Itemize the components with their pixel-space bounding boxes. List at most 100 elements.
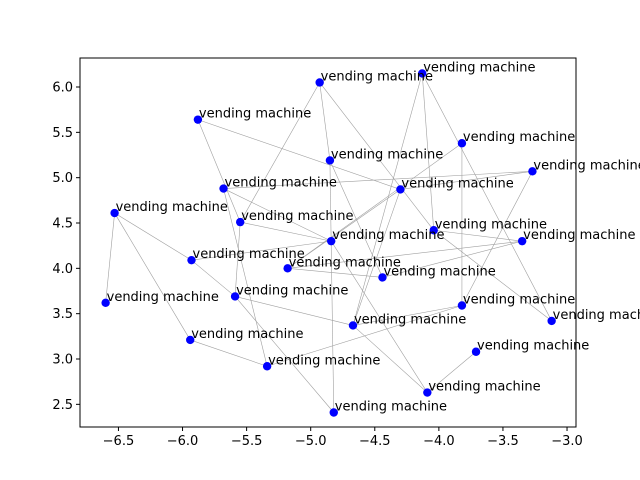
data-point (193, 115, 203, 124)
graph-edge (421, 73, 552, 322)
data-point (378, 273, 387, 282)
graph-edge (240, 221, 332, 242)
graph-edge (223, 188, 268, 367)
data-point (230, 292, 240, 301)
x-tick-label: −6.0 (167, 434, 199, 449)
point-label: vending machine (116, 200, 228, 215)
y-tick-label: 2.5 (52, 398, 73, 413)
x-tick-label: −5.0 (295, 434, 327, 449)
point-label: vending machine (383, 264, 495, 279)
x-tick-label: −6.5 (103, 434, 135, 449)
graph-edge (223, 171, 533, 189)
point-label: vending machine (332, 228, 444, 243)
data-point (457, 139, 467, 148)
graph-edge (400, 171, 533, 190)
data-point (396, 185, 405, 194)
points-layer (101, 69, 556, 417)
data-point (187, 255, 196, 265)
graph-edge (191, 259, 236, 297)
data-point (329, 408, 338, 417)
point-label: vending machine (321, 69, 433, 84)
graph-edge (287, 142, 463, 269)
graph-edge (382, 240, 523, 278)
point-label: vending machine (241, 209, 353, 224)
data-point (186, 335, 195, 345)
data-point (236, 217, 245, 227)
data-point (283, 264, 292, 273)
point-label: vending machine (335, 399, 447, 414)
graph-edge (190, 339, 268, 367)
point-label: vending machine (477, 339, 589, 354)
y-tick-label: 4.5 (52, 217, 73, 232)
data-point (517, 236, 527, 246)
graph-edge (191, 240, 332, 261)
y-axis: 2.5 3.0 3.5 4.0 4.5 5.0 5.5 6.0 (52, 81, 80, 413)
data-point (423, 388, 432, 397)
point-label: vending machine (463, 130, 575, 145)
x-tick-label: −3.5 (487, 434, 519, 449)
point-label: vending machine (225, 176, 337, 191)
point-label: vending machine (553, 308, 640, 323)
graph-edge (352, 325, 428, 393)
graph-edge (234, 296, 334, 413)
data-point (348, 321, 358, 330)
y-tick-label: 6.0 (52, 81, 73, 96)
data-point (101, 298, 110, 307)
point-label: vending machine (331, 147, 443, 162)
data-point (262, 362, 272, 371)
x-tick-label: −5.5 (231, 434, 263, 449)
graph-edge (239, 82, 320, 223)
point-label: vending machine (533, 158, 640, 173)
data-point (429, 226, 438, 235)
graph-edge (197, 119, 401, 190)
point-label: vending machine (435, 217, 547, 232)
point-label: vending machine (401, 176, 513, 191)
data-point (110, 208, 119, 218)
point-label: vending machine (463, 293, 575, 308)
data-point (315, 78, 324, 87)
data-point (547, 316, 556, 326)
data-point (471, 347, 481, 356)
graph-edge (433, 230, 552, 322)
graph-edge (352, 189, 401, 326)
point-label: vending machine (199, 107, 311, 122)
graph-edge (433, 229, 523, 242)
graph-edge (197, 119, 241, 223)
graph-edge (352, 73, 423, 326)
plot-frame (79, 57, 577, 428)
data-point (418, 69, 427, 78)
graph-edge (114, 212, 192, 261)
edges-layer (105, 73, 552, 413)
y-tick-label: 5.5 (52, 126, 73, 141)
point-label: vending machine (191, 327, 303, 342)
graph-edge (287, 240, 523, 269)
point-label: vending machine (423, 60, 535, 75)
graph-edge (329, 160, 383, 278)
point-label: vending machine (354, 312, 466, 327)
graph-edge (114, 212, 191, 341)
graph-edge (287, 189, 401, 269)
graph-edge (427, 351, 477, 393)
data-point (325, 156, 335, 165)
graph-edge (287, 268, 383, 278)
graph-edge (223, 188, 332, 242)
point-label: vending machine (193, 247, 305, 262)
graph-edge (421, 73, 435, 231)
data-point (528, 167, 537, 176)
point-label: vending machine (268, 353, 380, 368)
y-tick-label: 4.0 (52, 262, 73, 277)
y-tick-label: 5.0 (52, 171, 73, 186)
x-tick-label: −3.0 (551, 434, 583, 449)
graph-edge (319, 82, 434, 231)
point-label: vending machine (236, 283, 348, 298)
y-tick-label: 3.5 (52, 307, 73, 322)
graph-edge (330, 240, 428, 393)
x-axis: −6.5 −6.0 −5.5 −5.0 −4.5 −4.0 −3.5 −3.0 (103, 427, 583, 449)
x-tick-label: −4.5 (359, 434, 391, 449)
graph-edge (234, 222, 241, 297)
point-label: vending machine (523, 228, 635, 243)
point-label: vending machine (289, 255, 401, 270)
graph-edge (319, 82, 331, 161)
